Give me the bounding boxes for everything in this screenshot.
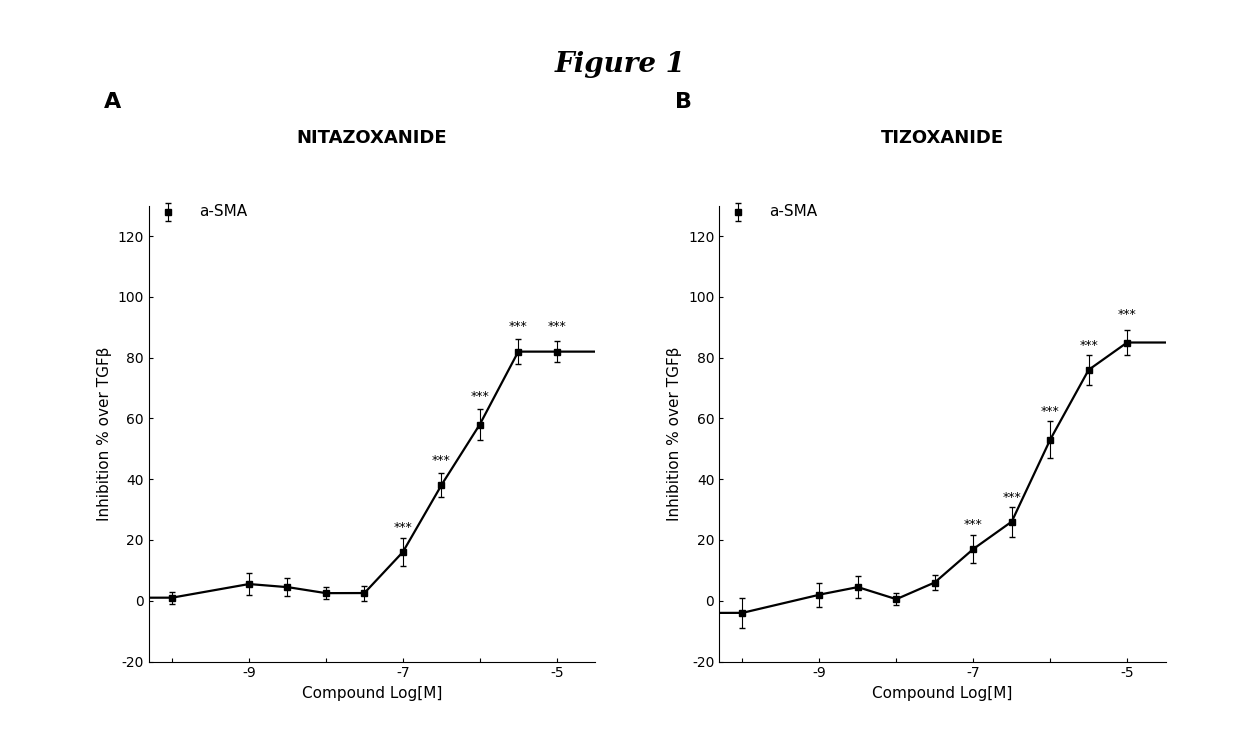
- Text: B: B: [675, 92, 692, 112]
- Text: a-SMA: a-SMA: [769, 204, 817, 219]
- Y-axis label: Inhibition % over TGFβ: Inhibition % over TGFβ: [667, 346, 682, 521]
- Text: ***: ***: [1079, 339, 1097, 351]
- Text: NITAZOXANIDE: NITAZOXANIDE: [296, 129, 448, 146]
- Text: a-SMA: a-SMA: [198, 204, 247, 219]
- Y-axis label: Inhibition % over TGFβ: Inhibition % over TGFβ: [97, 346, 112, 521]
- Text: TIZOXANIDE: TIZOXANIDE: [880, 129, 1004, 146]
- Text: ***: ***: [963, 518, 982, 531]
- Text: ***: ***: [547, 320, 567, 334]
- X-axis label: Compound Log[M]: Compound Log[M]: [872, 686, 1013, 701]
- Text: ***: ***: [1117, 308, 1137, 321]
- Text: ***: ***: [1040, 406, 1059, 418]
- Text: ***: ***: [432, 454, 450, 467]
- Text: ***: ***: [393, 521, 412, 534]
- Text: A: A: [104, 92, 122, 112]
- Text: Figure 1: Figure 1: [554, 51, 686, 79]
- Text: ***: ***: [1002, 490, 1021, 503]
- Text: ***: ***: [508, 320, 527, 334]
- Text: ***: ***: [470, 390, 489, 404]
- X-axis label: Compound Log[M]: Compound Log[M]: [301, 686, 443, 701]
